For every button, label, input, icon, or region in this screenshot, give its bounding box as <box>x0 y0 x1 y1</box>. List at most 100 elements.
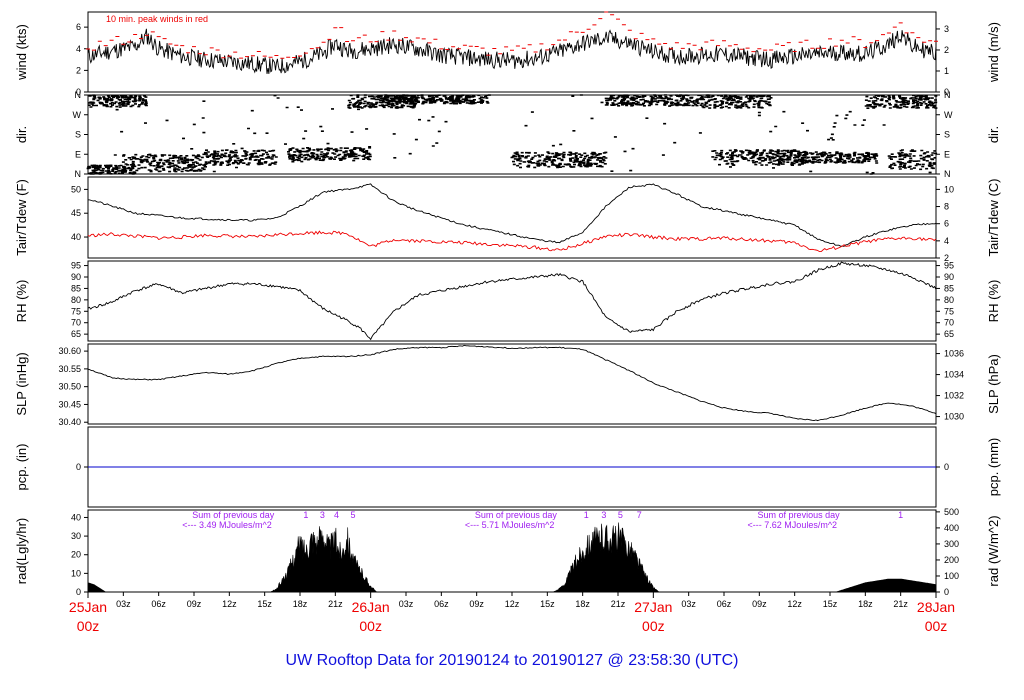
y-tick-label-right: 2 <box>944 45 949 55</box>
y-tick-label-right: 400 <box>944 523 959 533</box>
y-tick-label-right: 6 <box>944 219 949 229</box>
radiation-hour-marker: 1 <box>584 510 589 520</box>
y-tick-label-left: 30 <box>71 531 81 541</box>
y-tick-label-left: 0 <box>76 87 81 97</box>
y-tick-label-left: 30.45 <box>58 399 81 409</box>
x-tick-label: 12z <box>787 599 802 609</box>
y-axis-label-left: wind (kts) <box>14 24 29 81</box>
y-tick-label-left: 45 <box>71 208 81 218</box>
y-tick-label-left: 85 <box>71 283 81 293</box>
radiation-hour-marker: 7 <box>637 510 642 520</box>
y-tick-label-right: 200 <box>944 555 959 565</box>
radiation-area <box>553 522 661 593</box>
y-tick-label-right: 500 <box>944 507 959 517</box>
y-axis-label-right: pcp. (mm) <box>986 438 1001 497</box>
x-tick-label: 03z <box>681 599 696 609</box>
x-tick-label: 18z <box>293 599 308 609</box>
wind-peak-marks <box>86 11 938 59</box>
y-axis-label-right: dir. <box>986 126 1001 143</box>
y-axis-label-left: dir. <box>14 126 29 143</box>
radiation-hour-marker: 3 <box>320 510 325 520</box>
y-tick-label-left: 20 <box>71 550 81 560</box>
y-tick-label-right: 300 <box>944 539 959 549</box>
y-tick-label-left: 80 <box>71 295 81 305</box>
radiation-area <box>269 526 378 593</box>
y-tick-label-left: 30.55 <box>58 364 81 374</box>
x-day-hour: 00z <box>925 618 948 634</box>
x-tick-label: 15z <box>257 599 272 609</box>
y-tick-label-left: 6 <box>76 22 81 32</box>
daily-sum-value: <--- 7.62 MJoules/m^2 <box>748 520 838 530</box>
y-tick-label-right: 0 <box>944 87 949 97</box>
y-axis-label-right: SLP (hPa) <box>986 354 1001 414</box>
y-axis-label-right: Tair/Tdew (C) <box>986 178 1001 256</box>
y-tick-label-right: 80 <box>944 295 954 305</box>
y-tick-label-left: E <box>75 149 81 159</box>
x-tick-label: 12z <box>505 599 520 609</box>
y-tick-label-right: 2 <box>944 253 949 263</box>
y-tick-label-left: 30.60 <box>58 346 81 356</box>
y-tick-label-right: 3 <box>944 24 949 34</box>
x-tick-label: 09z <box>469 599 484 609</box>
radiation-hour-marker: 1 <box>303 510 308 520</box>
y-axis-label-left: Tair/Tdew (F) <box>14 179 29 256</box>
y-tick-label-left: 90 <box>71 272 81 282</box>
x-tick-label: 15z <box>540 599 555 609</box>
x-tick-label: 15z <box>823 599 838 609</box>
y-tick-label-right: 85 <box>944 283 954 293</box>
daily-sum-title: Sum of previous day <box>475 510 558 520</box>
chart-title: UW Rooftop Data for 20190124 to 20190127… <box>286 652 739 669</box>
time-axis: 03z 06z 09z 12z 15z 18z 21z 03z 06z 09z 12z 15z 18z 2… <box>69 592 955 634</box>
rh-frame <box>87 260 937 342</box>
y-tick-label-left: N <box>75 169 82 179</box>
y-tick-label-right: 65 <box>944 329 954 339</box>
x-day-hour: 00z <box>642 618 665 634</box>
y-tick-label-right: 70 <box>944 318 954 328</box>
y-axis-label-left: RH (%) <box>14 280 29 323</box>
y-tick-label-left: 4 <box>76 44 81 54</box>
x-tick-label: 06z <box>717 599 732 609</box>
y-tick-label-left: W <box>73 110 82 120</box>
x-day-date: 27Jan <box>634 599 672 615</box>
y-tick-label-left: 0 <box>76 587 81 597</box>
radiation-hour-marker: 4 <box>334 510 339 520</box>
x-day-date: 25Jan <box>69 599 107 615</box>
y-tick-label-right: 1032 <box>944 391 964 401</box>
x-tick-label: 18z <box>575 599 590 609</box>
y-axis-label-right: RH (%) <box>986 280 1001 323</box>
y-tick-label-right: 75 <box>944 306 954 316</box>
daily-sum-title: Sum of previous day <box>758 510 841 520</box>
y-tick-label-right: 1 <box>944 66 949 76</box>
x-tick-label: 21z <box>611 599 626 609</box>
y-tick-label-left: 65 <box>71 329 81 339</box>
direction-panel: dir. dir.N NE ES SW WN N <box>14 90 1001 179</box>
y-axis-label-right: wind (m/s) <box>986 22 1001 83</box>
rh-line <box>87 261 937 341</box>
radiation-hour-marker: 1 <box>898 510 903 520</box>
y-tick-label-left: 10 <box>71 568 81 578</box>
y-axis-label-left: rad(Lgly/hr) <box>14 518 29 584</box>
x-tick-label: 06z <box>151 599 166 609</box>
x-tick-label: 21z <box>893 599 908 609</box>
x-tick-label: 03z <box>116 599 131 609</box>
radiation-area <box>835 578 937 593</box>
x-tick-label: 09z <box>187 599 202 609</box>
y-tick-label-right: 8 <box>944 202 949 212</box>
radiation-area <box>87 582 107 593</box>
y-tick-label-right: 0 <box>944 587 949 597</box>
radiation-hour-marker: 5 <box>350 510 355 520</box>
y-tick-label-left: 70 <box>71 318 81 328</box>
daily-sum-title: Sum of previous day <box>192 510 275 520</box>
tdew-line <box>87 230 937 253</box>
y-tick-label-right: 1030 <box>944 412 964 422</box>
x-tick-label: 12z <box>222 599 237 609</box>
x-day-date: 26Jan <box>352 599 390 615</box>
y-tick-label-left: 40 <box>71 512 81 522</box>
y-tick-label-right: 90 <box>944 272 954 282</box>
wind-annotation: 10 min. peak winds in red <box>106 14 208 24</box>
y-tick-label-left: 30.40 <box>58 417 81 427</box>
wind-panel: wind (kts) wind (m/s) 0 2 4 6 0 1 2 3 10 min. peak… <box>14 11 1001 97</box>
y-tick-label-right: N <box>944 90 951 100</box>
